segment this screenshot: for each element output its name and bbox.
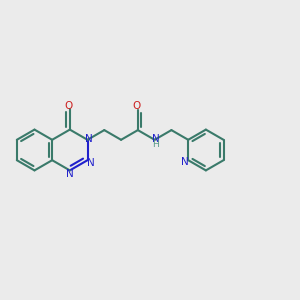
Text: O: O <box>64 100 73 111</box>
Text: N: N <box>181 157 188 167</box>
Text: N: N <box>87 158 94 168</box>
Text: H: H <box>152 140 159 149</box>
Text: O: O <box>132 101 140 111</box>
Text: N: N <box>152 134 159 144</box>
Text: N: N <box>85 134 93 144</box>
Text: N: N <box>66 169 74 179</box>
